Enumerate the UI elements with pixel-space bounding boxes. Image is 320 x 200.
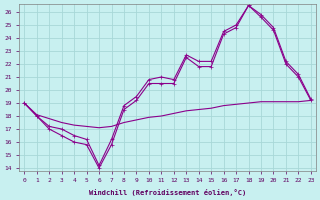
X-axis label: Windchill (Refroidissement éolien,°C): Windchill (Refroidissement éolien,°C) — [89, 189, 246, 196]
